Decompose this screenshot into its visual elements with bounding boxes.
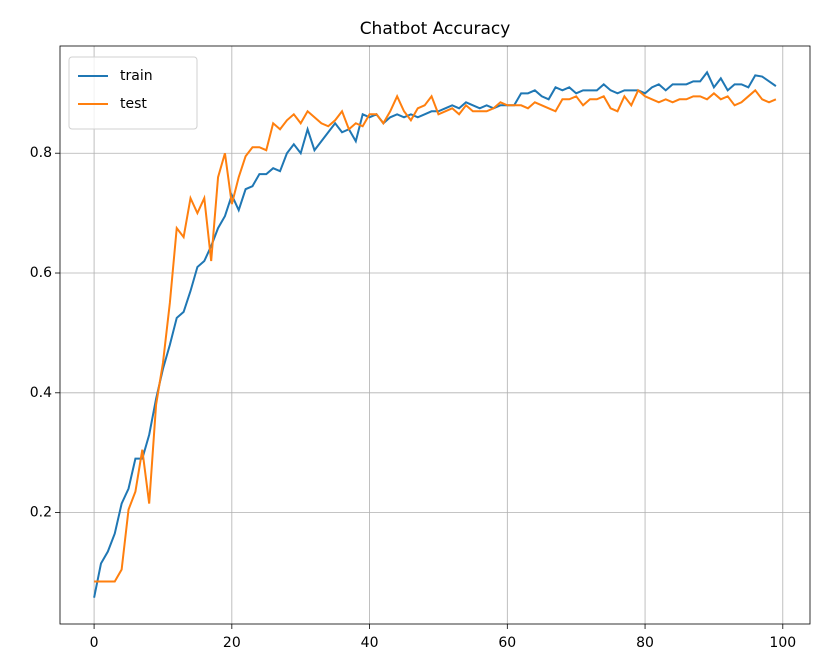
x-tick-label: 40 [361, 635, 379, 651]
x-tick-label: 20 [223, 635, 241, 651]
axes-frame [59, 45, 811, 625]
x-tick-label: 100 [769, 635, 796, 651]
legend-label: train [120, 68, 153, 84]
chart-title: Chatbot Accuracy [360, 19, 511, 39]
x-tick-label: 60 [498, 635, 516, 651]
y-tick-label: 0.8 [30, 145, 52, 161]
y-tick-label: 0.4 [30, 385, 52, 401]
x-tick-label: 0 [90, 635, 99, 651]
legend-label: test [120, 96, 147, 112]
line-series [94, 88, 777, 583]
y-tick-label: 0.6 [30, 265, 52, 281]
line-series [93, 70, 777, 598]
legend: train test [68, 56, 198, 130]
y-tick-label: 0.2 [30, 505, 52, 521]
x-tick-label: 80 [636, 635, 654, 651]
